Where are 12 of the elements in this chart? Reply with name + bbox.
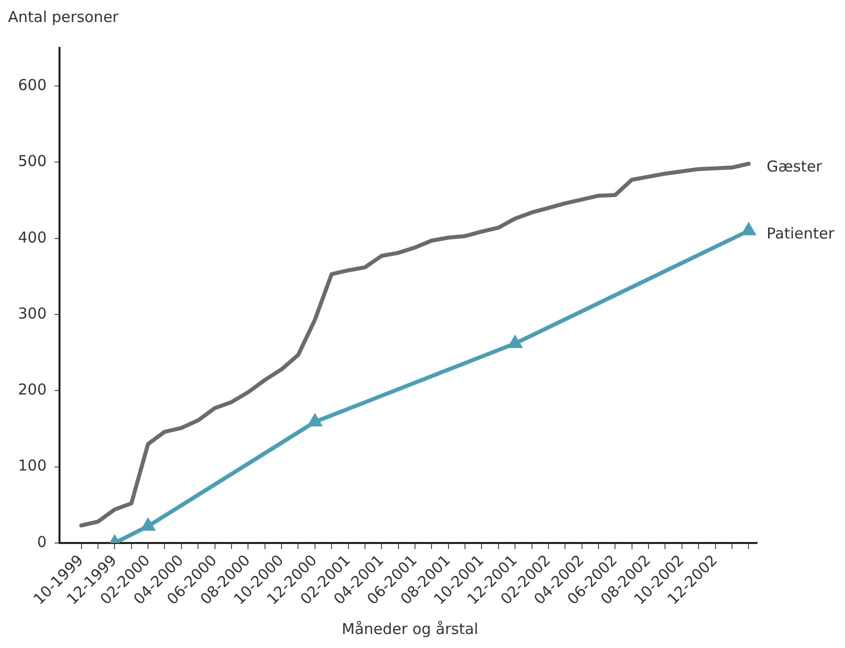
point (508, 336, 522, 348)
y-tick-label: 600 (18, 76, 47, 94)
series-label: Patienter (766, 224, 836, 243)
y-tick-label: 300 (18, 304, 47, 322)
y-axis-title: Antal personer (8, 8, 119, 26)
y-tick-label: 200 (18, 380, 47, 399)
y-tick-label: 100 (18, 456, 47, 475)
y-tick-label: 400 (18, 228, 47, 246)
y-tick-label: 0 (37, 532, 47, 551)
y-tick-label: 500 (18, 152, 47, 170)
series-label: Gæster (766, 158, 823, 176)
x-axis-title: Måneder og årstal (340, 620, 480, 638)
